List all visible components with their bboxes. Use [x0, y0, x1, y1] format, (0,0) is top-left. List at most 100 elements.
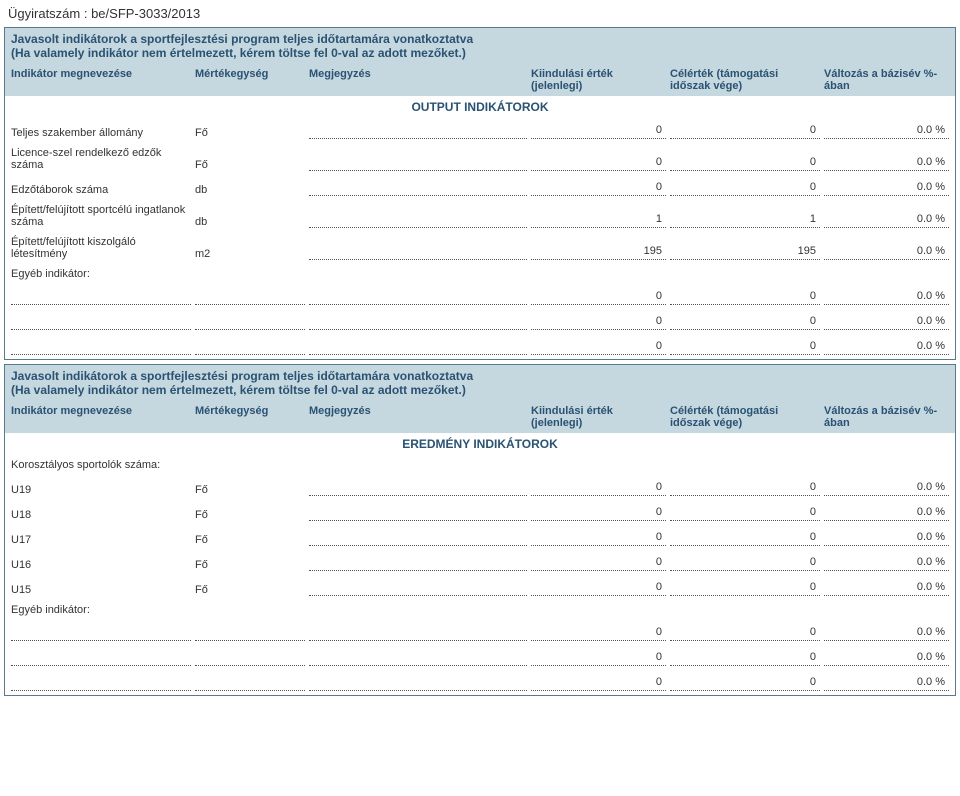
- target-value-input[interactable]: 1: [670, 211, 820, 228]
- target-value-input[interactable]: 0: [670, 288, 820, 305]
- target-value-input[interactable]: 0: [670, 338, 820, 355]
- table-row: Épített/felújított sportcélú ingatlanok …: [5, 200, 955, 232]
- hdr-start: Kiindulási érték (jelenlegi): [531, 68, 666, 92]
- row-name: Licence-szel rendelkező edzők száma: [11, 147, 191, 171]
- change-value-input[interactable]: 0.0 %: [824, 529, 949, 546]
- case-number: Ügyiratszám : be/SFP-3033/2013: [4, 4, 956, 23]
- target-value-input[interactable]: 0: [670, 624, 820, 641]
- change-value-input[interactable]: 0.0 %: [824, 624, 949, 641]
- start-value-input[interactable]: 0: [531, 288, 666, 305]
- note-input[interactable]: [309, 591, 527, 596]
- target-value-input[interactable]: 0: [670, 554, 820, 571]
- note-input[interactable]: [309, 191, 527, 196]
- target-value-input[interactable]: 0: [670, 504, 820, 521]
- row-unit: Fő: [195, 159, 305, 171]
- note-input[interactable]: [309, 566, 527, 571]
- hdr-name: Indikátor megnevezése: [11, 68, 191, 92]
- start-value-input[interactable]: 0: [531, 154, 666, 171]
- target-value-input[interactable]: 0: [670, 579, 820, 596]
- table-row: Épített/felújított kiszolgáló létesítmén…: [5, 232, 955, 264]
- start-value-input[interactable]: 0: [531, 479, 666, 496]
- other-indicator-label-row: Egyéb indikátor:: [5, 264, 955, 284]
- table-row: Edzőtáborok számadb000.0 %: [5, 175, 955, 200]
- note-input[interactable]: [309, 686, 527, 691]
- block2-header-row: Indikátor megnevezése Mértékegység Megje…: [5, 401, 955, 433]
- change-value-input[interactable]: 0.0 %: [824, 122, 949, 139]
- note-input[interactable]: [309, 223, 527, 228]
- note-input[interactable]: [309, 255, 527, 260]
- target-value-input[interactable]: 0: [670, 529, 820, 546]
- note-input[interactable]: [309, 134, 527, 139]
- change-value-input[interactable]: 0.0 %: [824, 288, 949, 305]
- start-value-input[interactable]: 0: [531, 122, 666, 139]
- change-value-input[interactable]: 0.0 %: [824, 674, 949, 691]
- change-value-input[interactable]: 0.0 %: [824, 179, 949, 196]
- table-row: Licence-szel rendelkező edzők számaFő000…: [5, 143, 955, 175]
- start-value-input[interactable]: 0: [531, 529, 666, 546]
- start-value-input[interactable]: 0: [531, 313, 666, 330]
- row-name: [11, 636, 191, 641]
- start-value-input[interactable]: 0: [531, 504, 666, 521]
- change-value-input[interactable]: 0.0 %: [824, 579, 949, 596]
- target-value-input[interactable]: 0: [670, 479, 820, 496]
- start-value-input[interactable]: 1: [531, 211, 666, 228]
- start-value-input[interactable]: 0: [531, 579, 666, 596]
- other-label: Egyéb indikátor:: [11, 268, 191, 280]
- table-row: 000.0 %: [5, 284, 955, 309]
- result-indicators-block: Javasolt indikátorok a sportfejlesztési …: [4, 364, 956, 696]
- target-value-input[interactable]: 195: [670, 243, 820, 260]
- table-row: U17Fő000.0 %: [5, 525, 955, 550]
- note-input[interactable]: [309, 661, 527, 666]
- row-name: U18: [11, 509, 191, 521]
- start-value-input[interactable]: 0: [531, 624, 666, 641]
- row-unit: Fő: [195, 559, 305, 571]
- note-input[interactable]: [309, 325, 527, 330]
- start-value-input[interactable]: 0: [531, 554, 666, 571]
- change-value-input[interactable]: 0.0 %: [824, 649, 949, 666]
- row-name: U15: [11, 584, 191, 596]
- target-value-input[interactable]: 0: [670, 122, 820, 139]
- start-value-input[interactable]: 0: [531, 649, 666, 666]
- note-input[interactable]: [309, 541, 527, 546]
- row-unit: db: [195, 184, 305, 196]
- note-input[interactable]: [309, 636, 527, 641]
- block2-title: Javasolt indikátorok a sportfejlesztési …: [5, 365, 955, 401]
- row-unit: [195, 325, 305, 330]
- row-name: [11, 350, 191, 355]
- change-value-input[interactable]: 0.0 %: [824, 313, 949, 330]
- note-input[interactable]: [309, 350, 527, 355]
- block1-title-line2: (Ha valamely indikátor nem értelmezett, …: [11, 46, 466, 60]
- target-value-input[interactable]: 0: [670, 649, 820, 666]
- change-value-input[interactable]: 0.0 %: [824, 154, 949, 171]
- change-value-input[interactable]: 0.0 %: [824, 479, 949, 496]
- row-unit: Fő: [195, 127, 305, 139]
- note-input[interactable]: [309, 166, 527, 171]
- note-input[interactable]: [309, 300, 527, 305]
- change-value-input[interactable]: 0.0 %: [824, 211, 949, 228]
- target-value-input[interactable]: 0: [670, 179, 820, 196]
- target-value-input[interactable]: 0: [670, 154, 820, 171]
- start-value-input[interactable]: 0: [531, 338, 666, 355]
- change-value-input[interactable]: 0.0 %: [824, 338, 949, 355]
- row-name: [11, 325, 191, 330]
- target-value-input[interactable]: 0: [670, 674, 820, 691]
- table-row: Teljes szakember állományFő000.0 %: [5, 118, 955, 143]
- note-input[interactable]: [309, 516, 527, 521]
- change-value-input[interactable]: 0.0 %: [824, 504, 949, 521]
- table-row: 000.0 %: [5, 645, 955, 670]
- start-value-input[interactable]: 0: [531, 674, 666, 691]
- start-value-input[interactable]: 195: [531, 243, 666, 260]
- start-value-input[interactable]: 0: [531, 179, 666, 196]
- age-label: Korosztályos sportolók száma:: [11, 459, 949, 471]
- note-input[interactable]: [309, 491, 527, 496]
- age-group-label-row: Korosztályos sportolók száma:: [5, 455, 955, 475]
- change-value-input[interactable]: 0.0 %: [824, 554, 949, 571]
- target-value-input[interactable]: 0: [670, 313, 820, 330]
- result-section-label: EREDMÉNY INDIKÁTOROK: [5, 433, 955, 455]
- row-unit: Fő: [195, 509, 305, 521]
- change-value-input[interactable]: 0.0 %: [824, 243, 949, 260]
- hdr-target: Célérték (támogatási időszak vége): [670, 405, 820, 429]
- row-name: U19: [11, 484, 191, 496]
- row-unit: m2: [195, 248, 305, 260]
- block1-title-line1: Javasolt indikátorok a sportfejlesztési …: [11, 32, 473, 46]
